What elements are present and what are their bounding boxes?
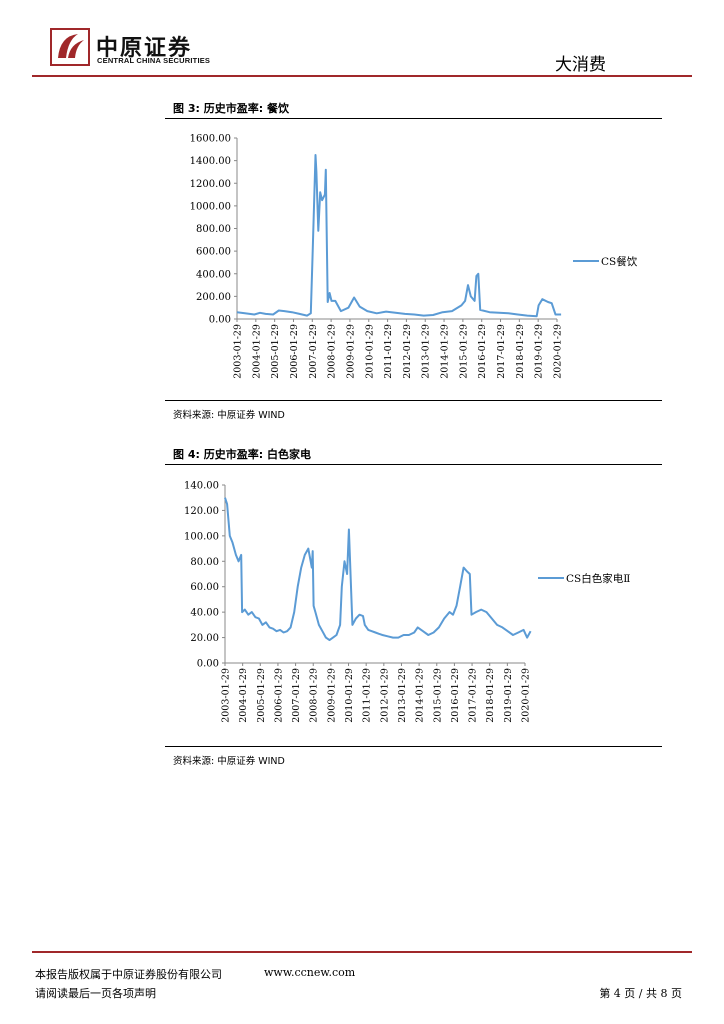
figure-4-chart: 140.00 120.00 100.00 80.00 60.00 40.00 20.00 0.… (184, 481, 630, 723)
x-tick-label: 2004-01-29 (238, 668, 249, 723)
x-tick-label: 2003-01-29 (221, 668, 232, 723)
x-tick-label: 2010-01-29 (364, 324, 375, 379)
brand-name-cn: 中原证券 (96, 36, 193, 61)
x-tick-label: 2015-01-29 (432, 668, 443, 723)
x-tick-label: 2012-01-29 (379, 668, 390, 723)
x-tick-label: 2008-01-29 (309, 668, 320, 723)
x-tick-label: 2004-01-29 (251, 324, 262, 379)
x-tick-label: 2011-01-29 (383, 324, 394, 379)
figure-3-top-rule (165, 118, 662, 119)
x-tick-label: 2005-01-29 (256, 668, 267, 723)
footer-divider (32, 951, 692, 953)
y-tick-label: 40.00 (190, 608, 219, 619)
y-tick-label: 200.00 (196, 292, 231, 303)
x-tick-label: 2006-01-29 (289, 324, 300, 379)
x-tick-label: 2015-01-29 (458, 324, 469, 379)
figure-4-top-rule (165, 464, 662, 465)
y-tick-label: 0.00 (197, 659, 219, 670)
x-tick-label: 2018-01-29 (485, 668, 496, 723)
y-tick-label: 800.00 (196, 224, 231, 235)
sector-label: 大消费 (555, 55, 606, 75)
x-tick-label: 2007-01-29 (291, 668, 302, 723)
x-tick-label: 2019-01-29 (503, 668, 514, 723)
y-tick-label: 0.00 (209, 315, 231, 326)
y-tick-label: 140.00 (184, 481, 219, 492)
y-tick-label: 1200.00 (190, 179, 231, 190)
x-tick-label: 2020-01-29 (521, 668, 532, 723)
x-tick-label: 2013-01-29 (421, 324, 432, 379)
legend-label: CS白色家电Ⅱ (566, 572, 630, 585)
x-tick-label: 2011-01-29 (362, 668, 373, 723)
figure-4-bottom-rule (165, 746, 662, 747)
footer-copyright: 本报告版权属于中原证券股份有限公司 (35, 968, 222, 981)
x-tick-label: 2020-01-29 (553, 324, 564, 379)
x-tick-label: 2012-01-29 (402, 324, 413, 379)
x-tick-label: 2006-01-29 (273, 668, 284, 723)
legend-label: CS餐饮 (601, 255, 638, 268)
x-tick-label: 2005-01-29 (270, 324, 281, 379)
x-tick-label: 2013-01-29 (397, 668, 408, 723)
series-line (236, 154, 562, 318)
figure-4-source: 资料来源: 中原证券 WIND (173, 756, 285, 767)
x-tick-label: 2017-01-29 (468, 668, 479, 723)
y-tick-label: 1600.00 (190, 134, 231, 145)
x-tick-label: 2014-01-29 (415, 668, 426, 723)
header-divider (32, 75, 692, 77)
y-tick-label: 600.00 (196, 247, 231, 258)
figure-3-title: 图 3: 历史市盈率: 餐饮 (173, 102, 289, 115)
x-tick-label: 2014-01-29 (440, 324, 451, 379)
x-tick-label: 2016-01-29 (450, 668, 461, 723)
y-tick-label: 400.00 (196, 269, 231, 280)
figure-3-bottom-rule (165, 400, 662, 401)
figure-3-source: 资料来源: 中原证券 WIND (173, 410, 285, 421)
series-line (224, 497, 532, 642)
figure-4-title: 图 4: 历史市盈率: 白色家电 (173, 448, 311, 461)
footer-website-link[interactable]: www.ccnew.com (264, 966, 356, 979)
x-tick-label: 2017-01-29 (496, 324, 507, 379)
brand-name-en: CENTRAL CHINA SECURITIES (97, 56, 211, 65)
y-tick-label: 80.00 (190, 557, 219, 568)
x-tick-label: 2018-01-29 (515, 324, 526, 379)
footer-page-indicator: 第 4 页 / 共 8 页 (599, 987, 682, 1000)
x-tick-label: 2009-01-29 (326, 668, 337, 723)
x-tick-label: 2008-01-29 (327, 324, 338, 379)
x-tick-label: 2019-01-29 (534, 324, 545, 379)
figure-3-chart: 1600.00 1400.00 1200.00 1000.00 800.00 600.00… (190, 134, 638, 379)
y-tick-label: 100.00 (184, 531, 219, 542)
footer-disclaimer: 请阅读最后一页各项声明 (35, 987, 156, 1000)
y-tick-label: 20.00 (190, 633, 219, 644)
y-tick-label: 1400.00 (190, 156, 231, 167)
y-tick-label: 120.00 (184, 506, 219, 517)
central-china-securities-logo-icon (50, 28, 90, 66)
x-tick-label: 2007-01-29 (308, 324, 319, 379)
x-tick-label: 2003-01-29 (233, 324, 244, 379)
y-tick-label: 1000.00 (190, 201, 231, 212)
x-tick-label: 2009-01-29 (345, 324, 356, 379)
x-tick-label: 2016-01-29 (477, 324, 488, 379)
y-tick-label: 60.00 (190, 582, 219, 593)
x-tick-label: 2010-01-29 (344, 668, 355, 723)
